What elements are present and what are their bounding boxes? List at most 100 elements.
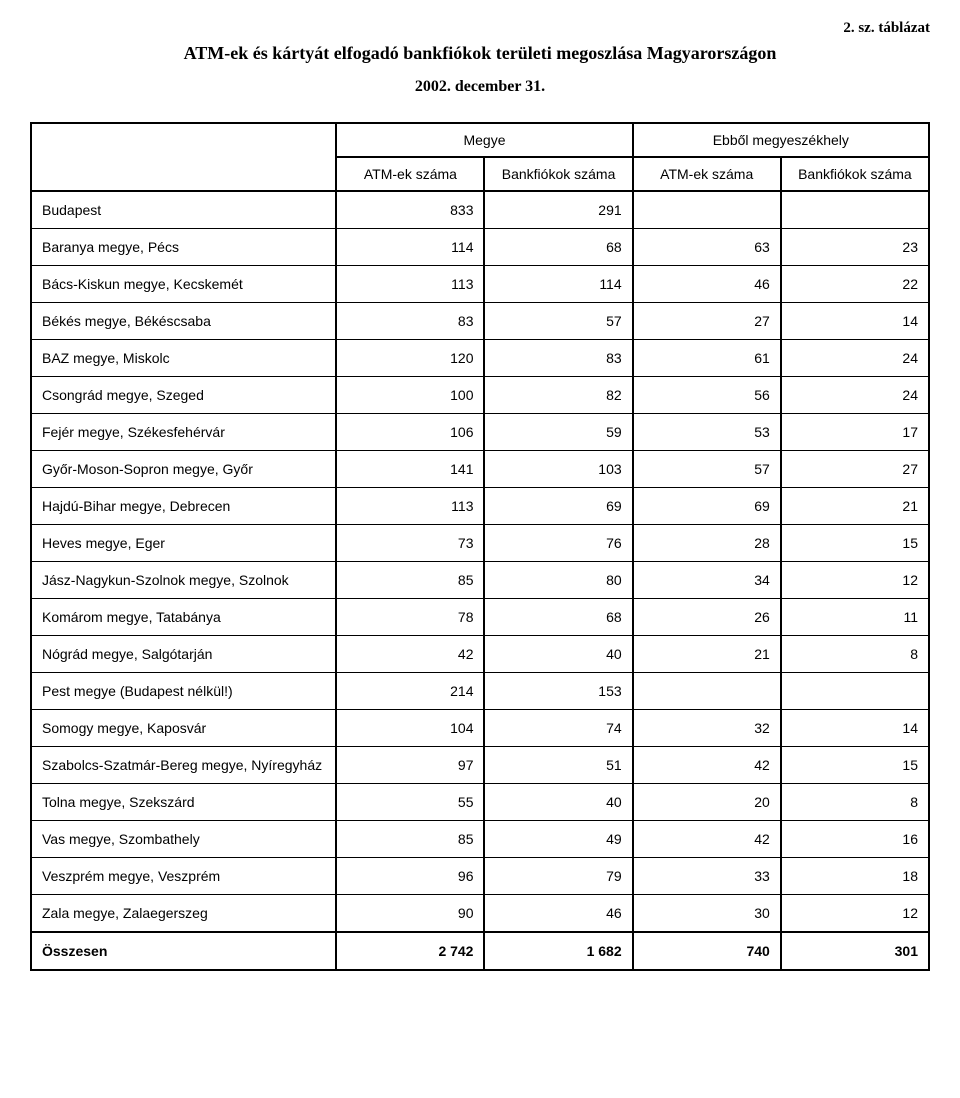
total-label: Összesen	[31, 932, 336, 970]
row-label: Győr-Moson-Sopron megye, Győr	[31, 451, 336, 488]
table-row: Csongrád megye, Szeged100825624	[31, 377, 929, 414]
table-row: BAZ megye, Miskolc120836124	[31, 340, 929, 377]
row-value: 33	[633, 858, 781, 895]
row-value: 21	[781, 488, 929, 525]
table-row: Budapest833291	[31, 191, 929, 229]
row-value: 80	[484, 562, 632, 599]
row-value: 28	[633, 525, 781, 562]
header-group-ebbol: Ebből megyeszékhely	[633, 123, 929, 157]
row-value: 18	[781, 858, 929, 895]
row-label: Budapest	[31, 191, 336, 229]
row-value: 76	[484, 525, 632, 562]
row-value: 291	[484, 191, 632, 229]
row-label: Jász-Nagykun-Szolnok megye, Szolnok	[31, 562, 336, 599]
row-label: Zala megye, Zalaegerszeg	[31, 895, 336, 933]
row-value: 78	[336, 599, 484, 636]
row-label: Bács-Kiskun megye, Kecskemét	[31, 266, 336, 303]
row-value: 114	[484, 266, 632, 303]
header-empty-cell	[31, 123, 336, 157]
row-label: Hajdú-Bihar megye, Debrecen	[31, 488, 336, 525]
header-atm2: ATM-ek száma	[633, 157, 781, 191]
row-value: 79	[484, 858, 632, 895]
row-value: 49	[484, 821, 632, 858]
row-label: Tolna megye, Szekszárd	[31, 784, 336, 821]
row-value: 23	[781, 229, 929, 266]
data-table: Megye Ebből megyeszékhely ATM-ek száma B…	[30, 122, 930, 971]
row-label: Csongrád megye, Szeged	[31, 377, 336, 414]
row-label: Vas megye, Szombathely	[31, 821, 336, 858]
page-subtitle: 2002. december 31.	[30, 78, 930, 96]
table-row: Heves megye, Eger73762815	[31, 525, 929, 562]
row-value: 85	[336, 562, 484, 599]
row-value: 12	[781, 895, 929, 933]
row-value: 100	[336, 377, 484, 414]
page-title: ATM-ek és kártyát elfogadó bankfiókok te…	[30, 43, 930, 64]
table-row: Nógrád megye, Salgótarján4240218	[31, 636, 929, 673]
row-value: 114	[336, 229, 484, 266]
row-value: 104	[336, 710, 484, 747]
row-value: 24	[781, 340, 929, 377]
row-value: 82	[484, 377, 632, 414]
row-value: 120	[336, 340, 484, 377]
row-value: 73	[336, 525, 484, 562]
row-value: 46	[633, 266, 781, 303]
total-value: 1 682	[484, 932, 632, 970]
row-value: 22	[781, 266, 929, 303]
row-value: 34	[633, 562, 781, 599]
row-value: 42	[633, 747, 781, 784]
row-value: 56	[633, 377, 781, 414]
row-value: 113	[336, 266, 484, 303]
row-label: Szabolcs-Szatmár-Bereg megye, Nyíregyház	[31, 747, 336, 784]
row-value: 42	[633, 821, 781, 858]
row-value: 63	[633, 229, 781, 266]
table-row: Somogy megye, Kaposvár104743214	[31, 710, 929, 747]
row-value: 90	[336, 895, 484, 933]
row-value: 14	[781, 303, 929, 340]
row-value: 21	[633, 636, 781, 673]
table-row: Győr-Moson-Sopron megye, Győr1411035727	[31, 451, 929, 488]
table-row: Vas megye, Szombathely85494216	[31, 821, 929, 858]
row-value: 53	[633, 414, 781, 451]
row-value: 214	[336, 673, 484, 710]
row-value: 51	[484, 747, 632, 784]
row-value: 24	[781, 377, 929, 414]
row-value: 14	[781, 710, 929, 747]
row-value: 27	[633, 303, 781, 340]
total-value: 301	[781, 932, 929, 970]
table-body: Budapest833291Baranya megye, Pécs1146863…	[31, 191, 929, 970]
row-label: BAZ megye, Miskolc	[31, 340, 336, 377]
row-value: 12	[781, 562, 929, 599]
header-atm1: ATM-ek száma	[336, 157, 484, 191]
table-row: Bács-Kiskun megye, Kecskemét1131144622	[31, 266, 929, 303]
row-label: Fejér megye, Székesfehérvár	[31, 414, 336, 451]
header-bank2: Bankfiókok száma	[781, 157, 929, 191]
row-value: 30	[633, 895, 781, 933]
header-group-megye: Megye	[336, 123, 632, 157]
row-value: 20	[633, 784, 781, 821]
row-value: 141	[336, 451, 484, 488]
table-number-label: 2. sz. táblázat	[30, 20, 930, 37]
table-row: Jász-Nagykun-Szolnok megye, Szolnok85803…	[31, 562, 929, 599]
row-value: 68	[484, 229, 632, 266]
row-value: 103	[484, 451, 632, 488]
row-label: Veszprém megye, Veszprém	[31, 858, 336, 895]
row-value: 96	[336, 858, 484, 895]
row-value: 69	[484, 488, 632, 525]
header-label-cell	[31, 157, 336, 191]
row-value: 46	[484, 895, 632, 933]
row-value: 61	[633, 340, 781, 377]
row-value: 83	[484, 340, 632, 377]
row-label: Pest megye (Budapest nélkül!)	[31, 673, 336, 710]
row-value	[633, 191, 781, 229]
row-value	[781, 191, 929, 229]
row-value: 40	[484, 636, 632, 673]
row-value: 55	[336, 784, 484, 821]
row-value: 17	[781, 414, 929, 451]
row-value: 833	[336, 191, 484, 229]
row-value: 15	[781, 747, 929, 784]
row-label: Komárom megye, Tatabánya	[31, 599, 336, 636]
table-row: Veszprém megye, Veszprém96793318	[31, 858, 929, 895]
row-value: 106	[336, 414, 484, 451]
row-value: 85	[336, 821, 484, 858]
table-row: Szabolcs-Szatmár-Bereg megye, Nyíregyház…	[31, 747, 929, 784]
